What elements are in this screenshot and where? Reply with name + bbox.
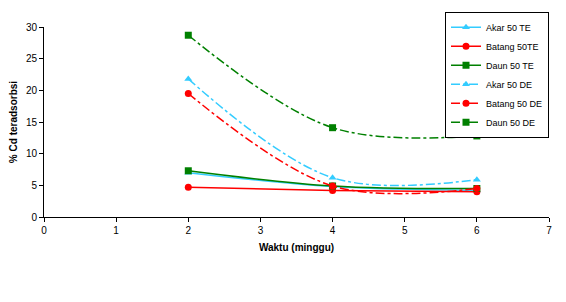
svg-text:7: 7 xyxy=(546,225,552,236)
svg-text:Batang 50TE: Batang 50TE xyxy=(486,42,539,52)
svg-text:30: 30 xyxy=(26,22,38,33)
svg-text:20: 20 xyxy=(26,85,38,96)
svg-text:3: 3 xyxy=(258,225,264,236)
svg-text:6: 6 xyxy=(474,225,480,236)
svg-text:25: 25 xyxy=(26,53,38,64)
svg-text:1: 1 xyxy=(113,225,119,236)
svg-text:Akar 50 DE: Akar 50 DE xyxy=(486,80,532,90)
svg-text:0: 0 xyxy=(31,212,37,223)
svg-text:% Cd teradsorbsi: % Cd teradsorbsi xyxy=(8,81,19,163)
svg-text:10: 10 xyxy=(26,148,38,159)
svg-text:0: 0 xyxy=(41,225,47,236)
svg-text:2: 2 xyxy=(186,225,192,236)
svg-text:4: 4 xyxy=(330,225,336,236)
svg-text:Batang 50 DE: Batang 50 DE xyxy=(486,99,542,109)
svg-text:Daun 50 DE: Daun 50 DE xyxy=(486,118,535,128)
svg-text:Daun 50 TE: Daun 50 TE xyxy=(486,61,534,71)
svg-text:15: 15 xyxy=(26,117,38,128)
svg-text:Waktu (minggu): Waktu (minggu) xyxy=(259,242,334,253)
svg-text:Akar 50 TE: Akar 50 TE xyxy=(486,23,531,33)
svg-text:5: 5 xyxy=(402,225,408,236)
svg-text:5: 5 xyxy=(31,180,37,191)
